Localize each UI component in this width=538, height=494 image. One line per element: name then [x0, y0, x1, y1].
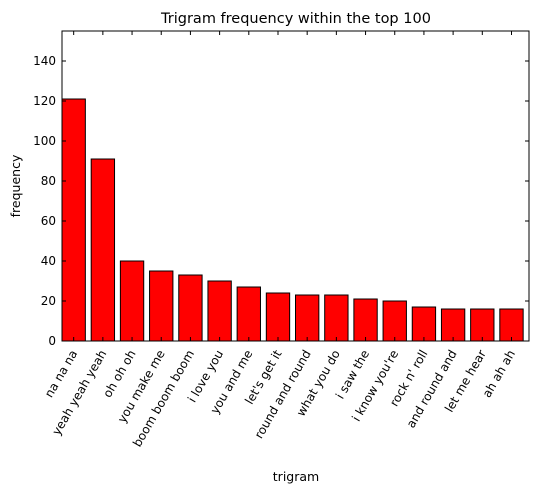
- y-tick-label: 60: [41, 214, 56, 228]
- y-tick-label: 0: [48, 334, 56, 348]
- bar-14: [441, 309, 464, 341]
- bar-11: [354, 299, 377, 341]
- y-axis-label: frequency: [8, 154, 23, 217]
- bar-8: [266, 293, 289, 341]
- chart-title: Trigram frequency within the top 100: [160, 11, 431, 27]
- bars-group: [62, 99, 523, 341]
- bar-4: [150, 271, 173, 341]
- y-tick-label: 80: [41, 174, 56, 188]
- bar-16: [500, 309, 523, 341]
- y-tick-label: 120: [33, 94, 56, 108]
- bar-9: [296, 295, 319, 341]
- bar-2: [91, 159, 114, 341]
- bar-5: [179, 275, 202, 341]
- x-axis-label: trigram: [273, 469, 319, 484]
- y-tick-label: 100: [33, 134, 56, 148]
- bar-13: [412, 307, 435, 341]
- bar-3: [120, 261, 143, 341]
- bar-1: [62, 99, 85, 341]
- bar-15: [471, 309, 494, 341]
- bar-7: [237, 287, 260, 341]
- y-tick-label: 40: [41, 254, 56, 268]
- bar-6: [208, 281, 231, 341]
- bar-10: [325, 295, 348, 341]
- bar-12: [383, 301, 406, 341]
- y-tick-label: 140: [33, 54, 56, 68]
- y-tick-label: 20: [41, 294, 56, 308]
